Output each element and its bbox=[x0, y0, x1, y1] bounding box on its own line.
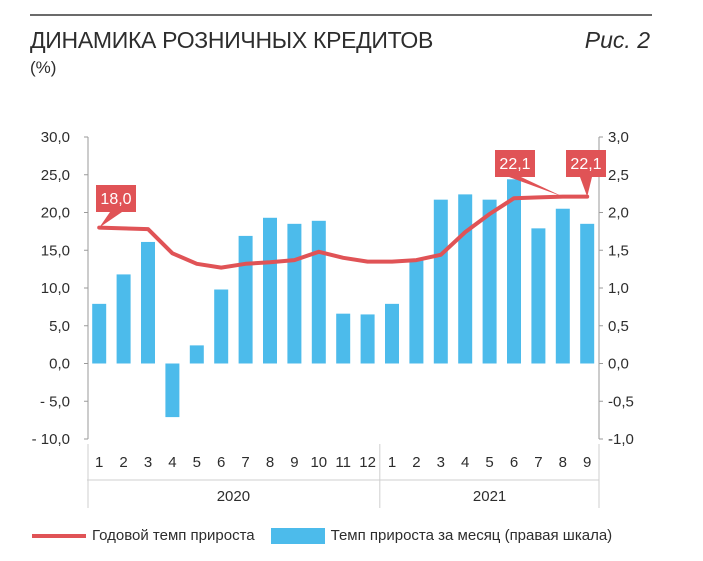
chart-plot: 30,025,020,015,010,05,00,0- 5,0- 10,03,0… bbox=[32, 129, 634, 508]
year-group-label: 2021 bbox=[473, 488, 506, 505]
right-axis-tick-label: 3,0 bbox=[608, 129, 629, 146]
x-axis-tick-label: 7 bbox=[241, 454, 249, 471]
right-axis-tick-label: 0,0 bbox=[608, 356, 629, 373]
figure-label: Рис. 2 bbox=[584, 27, 650, 53]
x-axis-tick-label: 8 bbox=[266, 454, 274, 471]
left-axis-tick-label: 20,0 bbox=[41, 205, 70, 222]
left-axis-tick-label: 0,0 bbox=[49, 356, 70, 373]
monthly-growth-bar bbox=[507, 179, 521, 364]
chart-legend: Годовой темп прироста Темп прироста за м… bbox=[32, 527, 628, 544]
right-axis-tick-label: -0,5 bbox=[608, 393, 634, 410]
right-axis-tick-label: 2,5 bbox=[608, 167, 629, 184]
x-axis-tick-label: 6 bbox=[217, 454, 225, 471]
callout-label: 22,1 bbox=[570, 156, 601, 173]
x-axis-tick-label: 3 bbox=[437, 454, 445, 471]
monthly-growth-bar bbox=[116, 274, 131, 364]
annual-growth-line bbox=[97, 194, 590, 270]
x-axis-tick-label: 1 bbox=[388, 454, 396, 471]
legend-line-label: Годовой темп прироста bbox=[92, 527, 255, 544]
monthly-growth-bar bbox=[263, 217, 277, 364]
left-axis-tick-label: - 5,0 bbox=[40, 393, 70, 410]
monthly-growth-bar bbox=[482, 199, 497, 364]
monthly-growth-bar bbox=[165, 363, 180, 418]
right-axis-tick-label: 0,5 bbox=[608, 318, 629, 335]
x-axis-tick-label: 9 bbox=[290, 454, 298, 471]
monthly-growth-bar bbox=[92, 303, 107, 364]
x-axis-tick-label: 5 bbox=[193, 454, 201, 471]
monthly-growth-bar bbox=[336, 313, 351, 364]
right-axis-tick-label: 1,0 bbox=[608, 280, 629, 297]
chart-units: (%) bbox=[30, 58, 57, 77]
top-rule bbox=[30, 14, 652, 16]
legend-item-bars: Темп прироста за месяц (правая шкала) bbox=[270, 527, 613, 544]
right-axis-tick-label: 1,5 bbox=[608, 242, 629, 259]
x-axis-tick-label: 1 bbox=[95, 454, 103, 471]
monthly-growth-bar bbox=[287, 223, 302, 364]
monthly-growth-bar bbox=[360, 314, 375, 364]
x-axis-tick-label: 6 bbox=[510, 454, 518, 471]
left-axis-tick-label: 30,0 bbox=[41, 129, 70, 146]
x-axis-tick-label: 2 bbox=[119, 454, 127, 471]
x-axis-tick-label: 11 bbox=[335, 454, 351, 471]
x-axis-tick-label: 3 bbox=[144, 454, 152, 471]
right-axis-tick-label: 2,0 bbox=[608, 205, 629, 222]
callout-pointer bbox=[580, 177, 592, 197]
monthly-growth-bar bbox=[311, 220, 326, 364]
year-group-label: 2020 bbox=[217, 488, 250, 505]
x-axis-tick-label: 4 bbox=[168, 454, 176, 471]
x-axis-tick-label: 5 bbox=[485, 454, 493, 471]
monthly-growth-bar bbox=[555, 208, 570, 364]
monthly-growth-bar bbox=[214, 289, 229, 364]
legend-bar-label: Темп прироста за месяц (правая шкала) bbox=[330, 527, 613, 544]
left-axis-tick-label: 10,0 bbox=[41, 280, 70, 297]
left-axis-tick-label: 15,0 bbox=[41, 242, 70, 259]
monthly-growth-bar bbox=[580, 223, 595, 364]
callout-pointer bbox=[99, 212, 122, 228]
x-axis-tick-label: 9 bbox=[583, 454, 591, 471]
legend-line-swatch bbox=[32, 533, 86, 538]
callout-box bbox=[495, 150, 535, 177]
legend-bar-swatch bbox=[270, 527, 325, 544]
monthly-growth-bar bbox=[189, 345, 204, 364]
monthly-growth-bar bbox=[531, 228, 546, 364]
callout-pointer bbox=[509, 177, 563, 197]
right-axis-tick-label: -1,0 bbox=[608, 431, 634, 448]
monthly-growth-bar bbox=[385, 303, 399, 364]
x-axis-tick-label: 4 bbox=[461, 454, 469, 471]
monthly-growth-bar bbox=[409, 260, 424, 364]
callout-box bbox=[566, 150, 606, 177]
left-axis-tick-label: - 10,0 bbox=[32, 431, 70, 448]
callout-label: 18,0 bbox=[100, 191, 131, 208]
chart-title: ДИНАМИКА РОЗНИЧНЫХ КРЕДИТОВ bbox=[30, 27, 434, 53]
left-axis-tick-label: 5,0 bbox=[49, 318, 70, 335]
x-axis-tick-label: 10 bbox=[310, 454, 327, 471]
callout-label: 22,1 bbox=[499, 156, 530, 173]
monthly-growth-bar bbox=[238, 235, 253, 364]
x-axis-tick-label: 12 bbox=[359, 454, 376, 471]
left-axis-tick-label: 25,0 bbox=[41, 167, 70, 184]
x-axis-tick-label: 2 bbox=[412, 454, 420, 471]
x-axis-tick-label: 7 bbox=[534, 454, 542, 471]
callout-box bbox=[96, 185, 136, 212]
monthly-growth-bar bbox=[141, 241, 155, 364]
monthly-growth-bar bbox=[433, 199, 448, 364]
legend-item-line: Годовой темп прироста bbox=[32, 527, 255, 544]
monthly-growth-bar bbox=[458, 194, 473, 364]
x-axis-tick-label: 8 bbox=[559, 454, 567, 471]
